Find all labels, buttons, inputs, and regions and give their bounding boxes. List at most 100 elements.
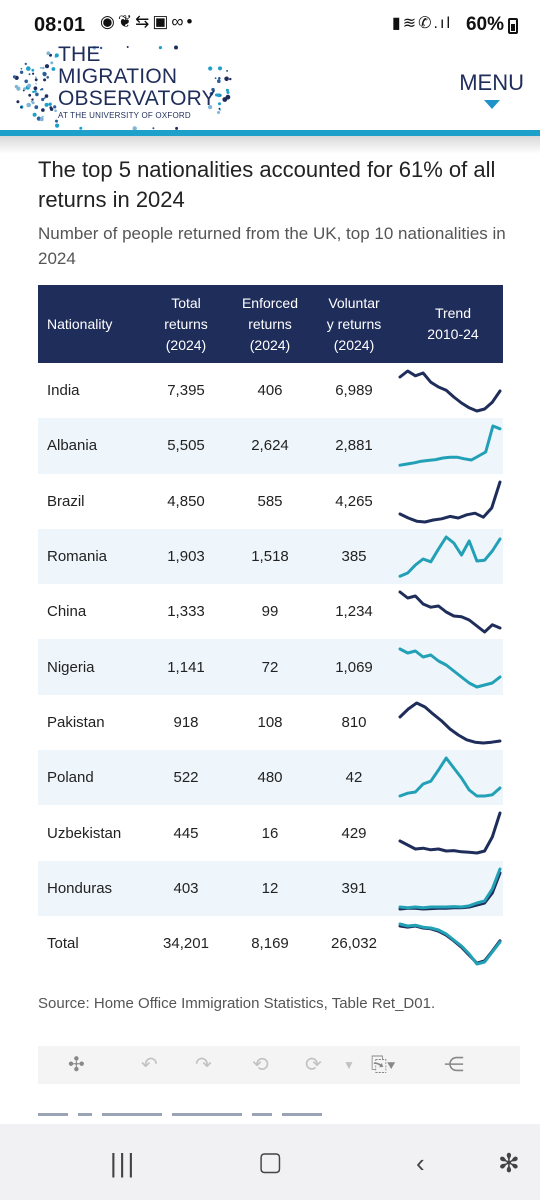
header-rule (0, 130, 540, 136)
source-note: Source: Home Office Immigration Statisti… (38, 995, 436, 1012)
logo-line-3: OBSERVATORY (58, 87, 216, 110)
trend-sparkline (398, 369, 502, 413)
table-header: Nationality Total returns (2024) Enforced r… (38, 285, 503, 363)
header-enforced: Enforced returns (2024) (241, 294, 299, 353)
trend-sparkline (398, 647, 502, 689)
total-returns-cell: 34,201 (163, 935, 209, 953)
revert-icon[interactable]: ⟲ (252, 1054, 269, 1076)
voluntary-returns-cell: 391 (341, 879, 367, 897)
table-row[interactable]: Total 34,201 8,169 26,032 (38, 916, 503, 971)
voluntary-returns-cell: 42 (345, 769, 363, 787)
table-row[interactable]: Albania 5,505 2,624 2,881 (38, 418, 503, 474)
table-row[interactable]: Honduras 403 12 391 (38, 860, 503, 916)
menu-button[interactable]: MENU (459, 70, 524, 109)
trend-line (398, 535, 502, 578)
cropped-text (38, 1113, 478, 1123)
nationality-cell: Nigeria (47, 658, 95, 676)
total-returns-cell: 1,333 (167, 603, 205, 621)
tableau-icon[interactable]: ✣ (68, 1054, 85, 1076)
table-row[interactable]: China 1,333 99 1,234 (38, 584, 503, 639)
table-row[interactable]: Brazil 4,850 585 4,265 (38, 474, 503, 529)
menu-caret-icon (483, 100, 500, 109)
table-row[interactable]: Uzbekistan 445 16 429 (38, 805, 503, 860)
system-nav-bar: ||| ▢ ‹ ✻ (0, 1124, 540, 1200)
returns-table: Nationality Total returns (2024) Enforced r… (38, 285, 503, 971)
nationality-cell: China (47, 603, 87, 621)
voluntary-returns-cell: 429 (341, 824, 367, 842)
trend-sparkline (398, 701, 502, 745)
voluntary-returns-cell: 810 (341, 713, 367, 731)
nationality-cell: Brazil (47, 492, 85, 510)
enforced-returns-cell: 108 (257, 713, 283, 731)
logo-line-2: MIGRATION (58, 65, 178, 88)
trend-sparkline (398, 756, 502, 798)
nationality-cell: Honduras (47, 879, 113, 897)
trend-line (398, 922, 502, 966)
logo-dots-icon (12, 45, 232, 131)
recent-apps-icon[interactable]: ||| (110, 1148, 137, 1178)
nationality-cell: India (47, 382, 80, 400)
table-row[interactable]: Poland 522 480 42 (38, 750, 503, 806)
total-returns-cell: 7,395 (167, 382, 205, 400)
logo-line-1: THE (58, 43, 101, 66)
nationality-cell: Romania (47, 548, 108, 566)
wifi-calling-icon: ✆ (418, 15, 434, 32)
total-returns-cell: 522 (173, 769, 199, 787)
enforced-returns-cell: 12 (261, 879, 279, 897)
enforced-returns-cell: 406 (257, 382, 283, 400)
trend-sparkline (398, 867, 502, 911)
total-returns-cell: 918 (173, 713, 199, 731)
voluntary-returns-cell: 1,069 (335, 658, 373, 676)
nationality-cell: Uzbekistan (47, 824, 122, 842)
trend-sparkline (398, 480, 502, 524)
undo-icon[interactable]: ↶ (141, 1054, 158, 1076)
enforced-returns-cell: 99 (261, 603, 279, 621)
total-returns-cell: 5,505 (167, 437, 205, 455)
trend-line-secondary (398, 871, 502, 911)
trend-sparkline (398, 535, 502, 578)
trend-line (398, 756, 502, 798)
voicemail-icon: ∞ (171, 12, 187, 31)
download-icon[interactable]: ⎘▾ (371, 1054, 396, 1076)
home-icon[interactable]: ▢ (258, 1146, 283, 1176)
total-returns-cell: 1,903 (167, 548, 205, 566)
voluntary-returns-cell: 1,234 (335, 603, 373, 621)
total-returns-cell: 403 (173, 879, 199, 897)
total-returns-cell: 445 (173, 824, 199, 842)
table-row[interactable]: Nigeria 1,141 72 1,069 (38, 639, 503, 695)
trend-line (398, 590, 502, 634)
trend-line (398, 811, 502, 855)
table-row[interactable]: India 7,395 406 6,989 (38, 363, 503, 418)
viz-toolbar: ✣ ↶ ↷ ⟲ ⟳ ▼ ⎘▾ ⋲ (38, 1046, 520, 1084)
logo-line-4: AT THE UNIVERSITY OF OXFORD (58, 111, 191, 120)
refresh-icon[interactable]: ⟳ (305, 1054, 322, 1076)
header-voluntary: Voluntar y returns (2024) (326, 294, 382, 353)
enforced-returns-cell: 2,624 (251, 437, 289, 455)
accessibility-icon[interactable]: ✻ (498, 1148, 520, 1178)
leaf-icon: ❦ (117, 12, 136, 31)
nationality-cell: Pakistan (47, 713, 105, 731)
nationality-cell: Total (47, 935, 79, 953)
battery-saver-icon: ▮ (391, 15, 403, 32)
back-icon[interactable]: ‹ (416, 1148, 425, 1178)
trend-line (398, 369, 502, 413)
trend-line (398, 480, 502, 524)
trend-line-secondary (398, 924, 502, 965)
caret-down-icon[interactable]: ▼ (343, 1058, 355, 1072)
signal-icon: .ıl (433, 15, 452, 32)
site-logo[interactable]: THE MIGRATION OBSERVATORY AT THE UNIVERS… (58, 44, 216, 120)
voluntary-returns-cell: 4,265 (335, 492, 373, 510)
voluntary-returns-cell: 385 (341, 548, 367, 566)
nationality-cell: Poland (47, 769, 94, 787)
redo-icon[interactable]: ↷ (195, 1054, 212, 1076)
header-trend: Trend 2010-24 (427, 305, 479, 342)
sync-icon: ⇆ (135, 12, 153, 31)
table-body: India 7,395 406 6,989 Albania 5,505 2,624 2,881… (38, 363, 503, 971)
voluntary-returns-cell: 2,881 (335, 437, 373, 455)
total-returns-cell: 1,141 (167, 658, 205, 676)
table-row[interactable]: Romania 1,903 1,518 385 (38, 528, 503, 585)
table-row[interactable]: Pakistan 918 108 810 (38, 695, 503, 750)
enforced-returns-cell: 72 (261, 658, 279, 676)
dot-icon: • (186, 12, 196, 31)
share-icon[interactable]: ⋲ (444, 1054, 464, 1076)
